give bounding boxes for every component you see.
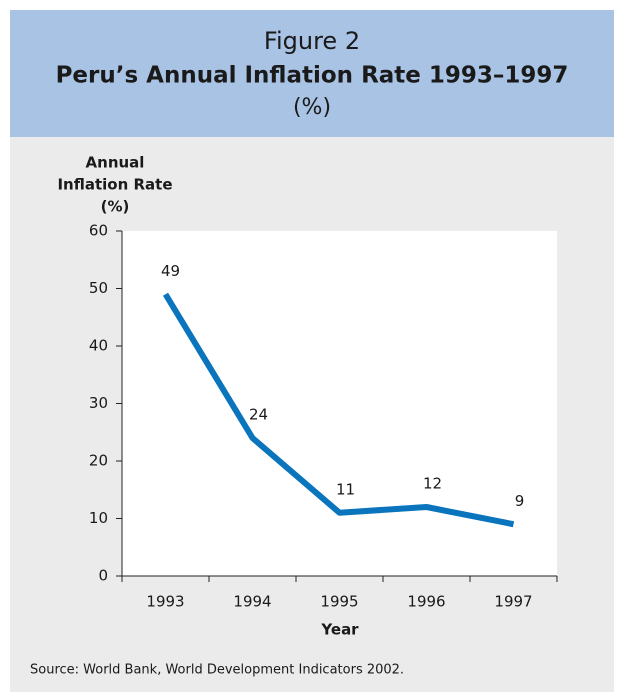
data-line [162,292,515,528]
y-tick-label: 30 [89,394,108,412]
y-tick-label: 60 [89,222,108,240]
y-tick-label: 20 [89,452,108,470]
data-label: 49 [161,262,180,280]
x-tick-label: 1993 [146,593,184,611]
figure-label: Figure 2 [264,27,360,55]
chart-subtitle: (%) [293,95,331,120]
y-axis-label: (%) [101,198,130,216]
data-label: 24 [249,406,268,424]
x-tick-label: 1994 [233,593,271,611]
y-tick-label: 10 [89,509,108,527]
data-label: 9 [515,492,525,510]
y-tick-label: 40 [89,337,108,355]
y-tick-label: 50 [89,279,108,297]
plot-area [122,231,557,576]
x-axis-label: Year [320,621,359,639]
x-tick-label: 1995 [320,593,358,611]
x-tick-label: 1996 [407,593,445,611]
data-label: 12 [423,475,442,493]
data-label: 11 [336,480,355,498]
source: Source: World Bank, World Development In… [30,663,404,678]
y-axis-label: Inflation Rate [57,176,172,194]
y-tick-label: 0 [98,567,108,585]
chart-title: Peru’s Annual Inflation Rate 1993–1997 [56,63,569,89]
header-band [10,10,614,137]
y-axis-label: Annual [86,154,145,172]
x-tick-label: 1997 [494,593,532,611]
